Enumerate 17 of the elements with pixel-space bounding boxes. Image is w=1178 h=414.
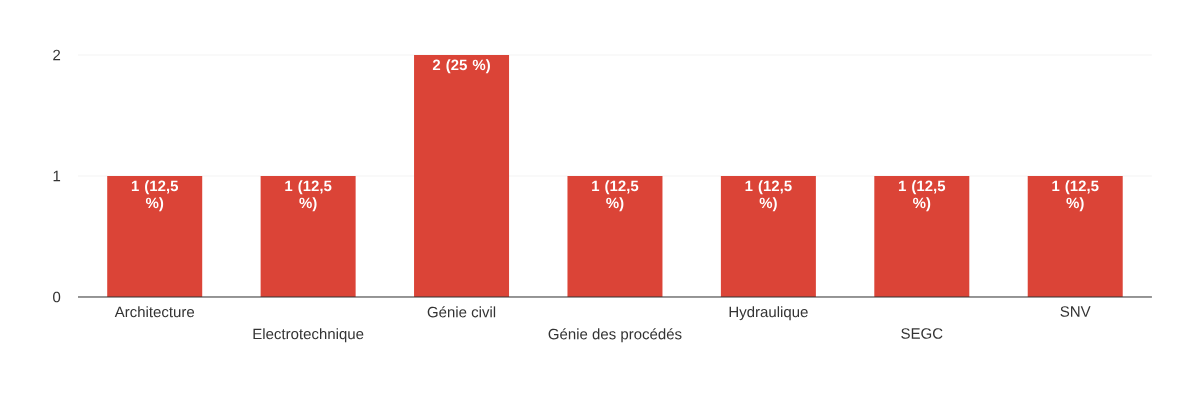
- y-tick-label: 1: [53, 170, 61, 182]
- y-tick-label: 0: [53, 291, 61, 303]
- data-label: 1 (12,5 %): [285, 180, 332, 212]
- x-tick-label: SEGC: [901, 328, 943, 339]
- data-label: 1 (12,5 %): [131, 180, 179, 212]
- y-tick-label: 2: [53, 49, 61, 61]
- data-label: 1 (12,5 %): [592, 180, 639, 212]
- x-tick-label: Génie civil: [427, 306, 496, 318]
- data-label: 1 (12,5 %): [1052, 180, 1099, 212]
- data-label: 2 (25 %): [432, 59, 490, 74]
- data-label: 1 (12,5 %): [745, 180, 792, 212]
- x-tick-label: Hydraulique: [729, 306, 808, 321]
- x-tick-label: SNV: [1060, 306, 1091, 317]
- x-tick-label: Architecture: [114, 306, 195, 318]
- x-tick-label: Génie des procédés: [548, 328, 682, 343]
- data-label: 1 (12,5 %): [898, 180, 946, 212]
- x-tick-label: Electrotechnique: [253, 328, 364, 343]
